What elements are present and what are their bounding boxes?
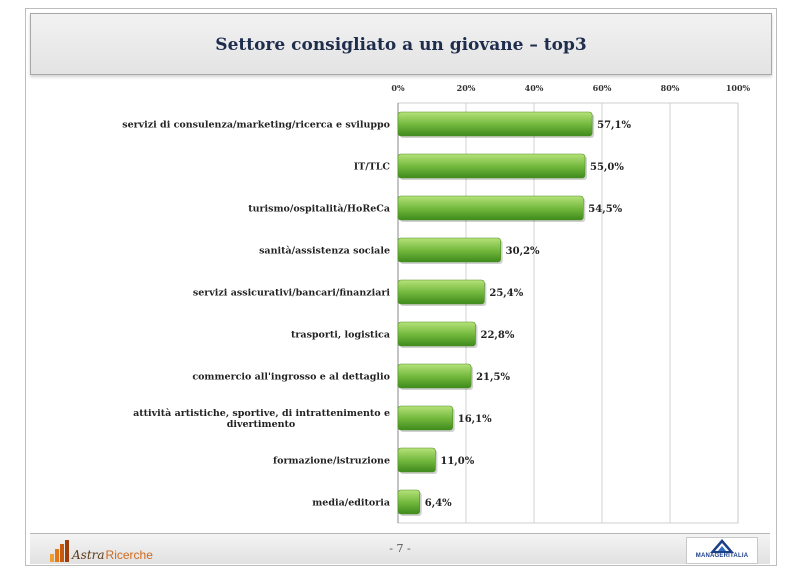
bar: [397, 321, 476, 347]
bar: [397, 405, 454, 431]
data-label: 21,5%: [476, 372, 510, 383]
data-label: 54,5%: [588, 204, 622, 215]
logo-name-text: Ricerche: [105, 548, 153, 562]
category-label: IT/TLC: [354, 162, 391, 173]
data-label: 6,4%: [425, 498, 452, 509]
bar: [397, 195, 584, 221]
x-tick-label: 0%: [391, 83, 405, 93]
data-label: 55,0%: [590, 162, 624, 173]
data-label: 22,8%: [481, 330, 515, 341]
data-label: 25,4%: [489, 288, 523, 299]
title-box: Settore consigliato a un giovane – top3: [30, 13, 772, 75]
x-tick-label: 60%: [593, 83, 612, 93]
x-tick-label: 20%: [457, 83, 476, 93]
category-label: sanità/assistenza sociale: [259, 246, 390, 257]
x-tick-label: 40%: [525, 83, 544, 93]
bar: [397, 447, 436, 473]
data-label: 16,1%: [458, 414, 492, 425]
x-tick-label: 80%: [661, 83, 680, 93]
bar: [397, 111, 593, 137]
category-label: media/editoria: [312, 498, 390, 509]
footer: Astra Ricerche - 7 - MANAGERITALIA: [30, 533, 770, 564]
category-label: servizi assicurativi/bancari/finanziari: [193, 288, 391, 299]
bar: [397, 279, 485, 305]
bar: [397, 237, 501, 263]
data-label: 30,2%: [506, 246, 540, 257]
category-label: turismo/ospitalità/HoReCa: [248, 204, 390, 215]
bar: [397, 153, 586, 179]
bar: [397, 363, 472, 389]
x-tick-label: 100%: [726, 83, 751, 93]
logo-script-text: Astra: [72, 548, 105, 562]
category-label: servizi di consulenza/marketing/ricerca …: [122, 120, 390, 131]
astra-ricerche-logo: Astra Ricerche: [50, 538, 153, 562]
bar: [397, 489, 421, 515]
slide: Settore consigliato a un giovane – top3 …: [25, 8, 777, 566]
logo-bars-icon: [50, 540, 69, 562]
manageritalia-logo: MANAGERITALIA: [686, 537, 758, 564]
data-label: 11,0%: [440, 456, 474, 467]
logo-right-text: MANAGERITALIA: [695, 553, 749, 559]
page-title: Settore consigliato a un giovane – top3: [215, 35, 587, 55]
data-label: 57,1%: [597, 120, 631, 131]
page-number: - 7 -: [389, 542, 411, 555]
category-label: trasporti, logistica: [291, 330, 390, 341]
category-label: formazione/istruzione: [273, 456, 390, 467]
mountain-icon: [710, 539, 734, 553]
category-label: attività artistiche, sportive, di intrat…: [133, 408, 390, 430]
category-label: commercio all'ingrosso e al dettaglio: [192, 372, 390, 383]
bar-chart: 0% 20% 40% 60% 80% 100% 57,1% servizi di consul…: [122, 83, 751, 524]
